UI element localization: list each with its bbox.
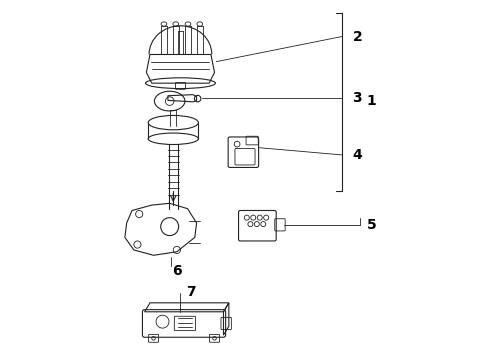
Text: 5: 5 <box>367 218 377 232</box>
Text: 3: 3 <box>353 90 362 104</box>
Text: 1: 1 <box>367 94 377 108</box>
Text: 6: 6 <box>172 264 182 278</box>
Text: 4: 4 <box>353 148 362 162</box>
Text: 2: 2 <box>353 30 362 44</box>
Text: 7: 7 <box>186 285 196 299</box>
